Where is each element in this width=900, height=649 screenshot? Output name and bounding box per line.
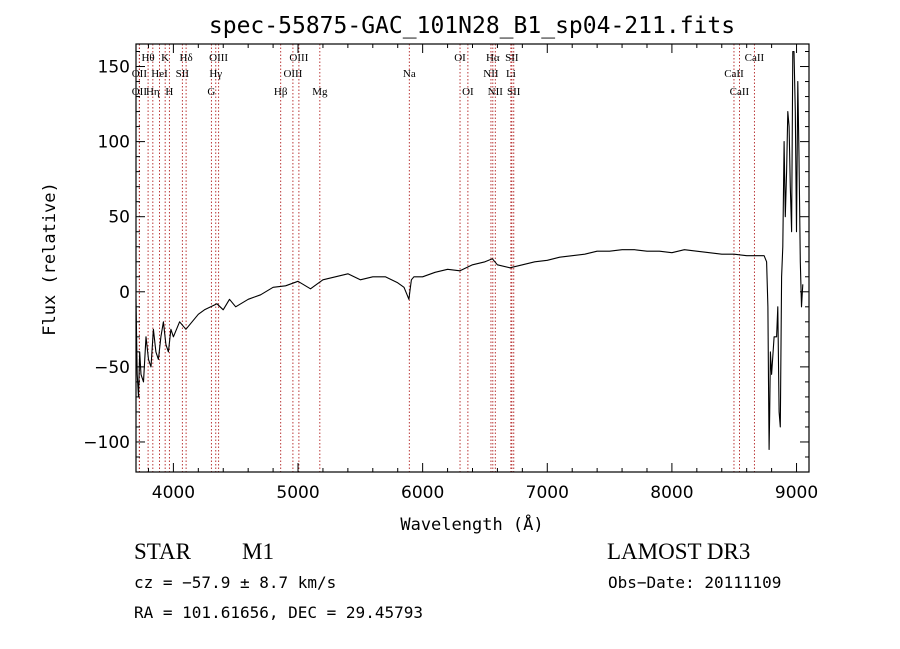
line-marker-label: Li (506, 68, 516, 80)
x-axis-label: Wavelength (Å) (400, 513, 543, 535)
y-tick-label: −100 (83, 433, 130, 453)
line-marker-label: Hα (486, 52, 500, 64)
line-marker-label: NII (483, 68, 499, 80)
line-marker-label: K (161, 52, 169, 64)
y-tick-label: 100 (98, 133, 130, 153)
line-marker-label: OIII (209, 52, 228, 64)
line-marker-label: CaII (730, 86, 750, 98)
chart-title: spec-55875-GAC_101N28_B1_sp04-211.fits (209, 13, 735, 39)
coordinates: RA = 101.61656, DEC = 29.45793 (134, 603, 423, 622)
line-marker-label: SII (505, 52, 519, 64)
spectrum-line (135, 50, 804, 451)
line-marker-label: OII (132, 68, 148, 80)
line-marker-label: OIII (289, 52, 308, 64)
line-marker-label: Hγ (209, 68, 222, 80)
line-marker-label: OI (454, 52, 466, 64)
line-marker-label: Hδ (180, 52, 193, 64)
y-axis-ticks: −100 −50 0 50 100 150 (83, 51, 809, 458)
line-marker-label: Hη (146, 86, 160, 98)
object-subclass: M1 (242, 539, 274, 564)
x-tick-label: 4000 (152, 483, 195, 503)
line-marker-label: SII (507, 86, 521, 98)
x-tick-label: 9000 (775, 483, 818, 503)
x-tick-label: 5000 (276, 483, 319, 503)
x-axis-ticks: 4000 5000 6000 7000 8000 9000 (147, 44, 818, 503)
survey-name: LAMOST DR3 (607, 539, 751, 564)
line-marker-label: OIII (283, 68, 302, 80)
line-marker-label: Mg (312, 86, 328, 98)
x-tick-label: 8000 (650, 483, 693, 503)
y-tick-label: 0 (119, 283, 130, 303)
object-class: STAR (134, 539, 191, 564)
line-marker-label: Hθ (141, 52, 154, 64)
line-markers (138, 44, 755, 472)
redshift-velocity: cz = −57.9 ± 8.7 km/s (134, 573, 337, 592)
y-tick-label: 150 (98, 58, 130, 78)
y-tick-label: 50 (108, 208, 130, 228)
plot-frame (135, 43, 810, 473)
observation-date: Obs−Date: 20111109 (608, 573, 782, 592)
line-marker-label: HeI (151, 68, 168, 80)
line-marker-label: G (207, 86, 215, 98)
line-marker-label: CaII (745, 52, 765, 64)
line-marker-label: Na (403, 68, 416, 80)
x-tick-label: 6000 (401, 483, 444, 503)
line-marker-label: OI (462, 86, 474, 98)
line-marker-label: H (165, 86, 173, 98)
line-marker-label: CaII (724, 68, 744, 80)
x-tick-label: 7000 (526, 483, 569, 503)
y-tick-label: −50 (94, 358, 130, 378)
line-marker-label: SII (176, 68, 190, 80)
y-axis-label: Flux (relative) (40, 182, 60, 336)
line-marker-label: NII (488, 86, 504, 98)
line-marker-label: Hβ (274, 86, 288, 98)
